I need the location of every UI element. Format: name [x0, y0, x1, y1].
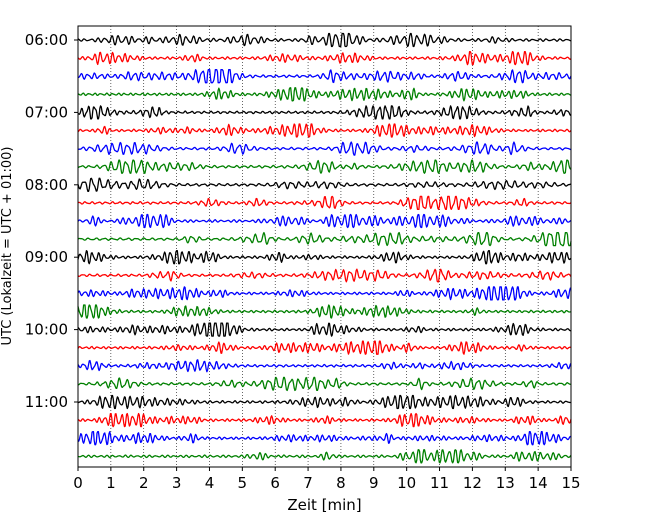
- y-tick-label: 09:00: [25, 248, 68, 266]
- trace-line: [77, 141, 572, 156]
- y-axis-label: UTC (Lokalzeit = UTC + 01:00): [0, 147, 15, 346]
- x-tick-label: 10: [397, 474, 416, 492]
- x-tick-label: 12: [463, 474, 482, 492]
- y-tick-label: 08:00: [25, 176, 68, 194]
- trace-line: [77, 32, 572, 48]
- seismogram-traces: [77, 32, 572, 464]
- x-tick-label: 5: [238, 474, 248, 492]
- x-tick-label: 0: [73, 474, 83, 492]
- trace-line: [77, 105, 572, 120]
- trace-line: [77, 286, 572, 301]
- axes-background: [78, 26, 571, 467]
- y-tick-label: 06:00: [25, 31, 68, 49]
- x-tick-label: 8: [336, 474, 346, 492]
- trace-line: [77, 159, 572, 174]
- trace-line: [77, 213, 572, 229]
- y-tick-label: 10:00: [25, 321, 68, 339]
- trace-line: [77, 69, 572, 84]
- trace-line: [77, 431, 572, 446]
- x-tick-label: 6: [270, 474, 280, 492]
- trace-line: [77, 87, 572, 102]
- trace-line: [77, 412, 572, 428]
- trace-line: [77, 340, 572, 355]
- trace-line: [77, 376, 572, 392]
- trace-line: [77, 177, 572, 192]
- trace-line: [77, 304, 572, 319]
- x-tick-label: 1: [106, 474, 116, 492]
- trace-line: [77, 231, 572, 247]
- y-tick-label: 11:00: [25, 393, 68, 411]
- x-axis-ticks: 0 1 2 3 4 5 6 7 8 9 10 11 12 13 14 15: [73, 467, 581, 492]
- trace-line: [77, 123, 572, 138]
- y-tick-label: 07:00: [25, 103, 68, 121]
- x-tick-label: 11: [430, 474, 449, 492]
- x-tick-label: 13: [496, 474, 515, 492]
- trace-line: [77, 394, 572, 410]
- x-tick-label: 7: [303, 474, 313, 492]
- x-tick-label: 15: [561, 474, 580, 492]
- x-axis-label: Zeit [min]: [287, 496, 361, 514]
- x-tick-label: 9: [369, 474, 379, 492]
- trace-line: [77, 268, 572, 283]
- trace-line: [77, 50, 572, 66]
- trace-line: [77, 195, 572, 211]
- trace-line: [77, 322, 572, 337]
- trace-line: [77, 250, 572, 265]
- trace-line: [77, 449, 572, 464]
- x-tick-label: 2: [139, 474, 149, 492]
- x-tick-label: 3: [172, 474, 182, 492]
- trace-line: [77, 359, 572, 373]
- x-tick-label: 14: [529, 474, 548, 492]
- x-tick-label: 4: [205, 474, 215, 492]
- y-axis-ticks: 06:00 07:00 08:00 09:00 10:00 11:00: [25, 31, 78, 411]
- axes-frame: [77, 25, 572, 468]
